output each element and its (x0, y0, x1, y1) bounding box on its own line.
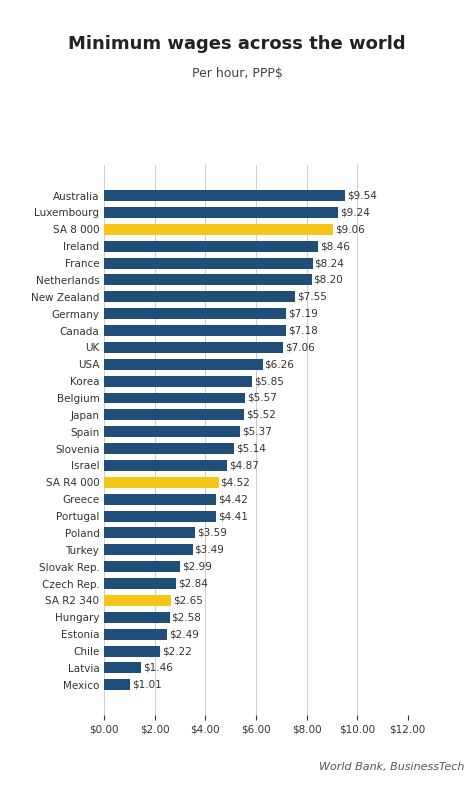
Bar (104, 561, 180, 572)
Bar (104, 663, 141, 674)
Bar (104, 410, 244, 421)
Text: $5.85: $5.85 (254, 376, 284, 386)
Text: $2.99: $2.99 (182, 562, 212, 571)
Text: Per hour, PPP$: Per hour, PPP$ (191, 67, 283, 80)
Text: Minimum wages across the world: Minimum wages across the world (68, 35, 406, 53)
Text: $2.65: $2.65 (173, 596, 203, 605)
Bar (104, 190, 346, 201)
Text: $7.19: $7.19 (288, 309, 318, 318)
Bar (104, 477, 219, 488)
Text: $8.24: $8.24 (315, 258, 345, 268)
Bar (104, 325, 286, 336)
Bar (104, 460, 228, 471)
Text: $5.14: $5.14 (236, 443, 266, 454)
Bar (104, 527, 195, 538)
Bar (104, 224, 333, 235)
Text: $6.26: $6.26 (264, 359, 294, 369)
Bar (104, 392, 245, 403)
Bar (104, 679, 130, 690)
Text: $3.59: $3.59 (197, 528, 227, 538)
Bar (104, 629, 167, 640)
Text: $1.46: $1.46 (143, 663, 173, 673)
Bar (104, 612, 170, 623)
Text: $5.37: $5.37 (242, 427, 272, 437)
Bar (104, 274, 311, 285)
Text: $2.84: $2.84 (178, 578, 208, 589)
Text: $2.49: $2.49 (169, 629, 199, 639)
Text: $5.52: $5.52 (246, 410, 276, 420)
Bar (104, 258, 312, 269)
Bar (104, 494, 216, 505)
Text: $7.55: $7.55 (297, 292, 327, 302)
Bar (104, 308, 286, 319)
Text: $1.01: $1.01 (132, 680, 162, 690)
Bar (104, 376, 252, 387)
Bar (104, 207, 338, 218)
Text: $9.24: $9.24 (340, 208, 370, 218)
Bar (104, 578, 176, 589)
Bar (104, 645, 160, 656)
Bar (104, 292, 295, 303)
Bar (104, 443, 234, 454)
Bar (104, 595, 171, 606)
Text: World Bank, BusinessTech: World Bank, BusinessTech (319, 762, 465, 772)
Bar (104, 545, 192, 555)
Text: $4.87: $4.87 (229, 461, 259, 471)
Text: $9.06: $9.06 (335, 224, 365, 234)
Text: $9.54: $9.54 (347, 190, 377, 200)
Bar (104, 241, 318, 252)
Text: $2.58: $2.58 (172, 612, 201, 623)
Text: $4.42: $4.42 (218, 494, 248, 504)
Bar (104, 426, 240, 437)
Text: $5.57: $5.57 (247, 393, 277, 403)
Text: $7.18: $7.18 (288, 325, 318, 336)
Text: $8.20: $8.20 (314, 275, 343, 285)
Text: $4.52: $4.52 (220, 477, 250, 487)
Text: $4.41: $4.41 (218, 511, 247, 521)
Text: $8.46: $8.46 (320, 241, 350, 252)
Text: $7.06: $7.06 (285, 343, 315, 352)
Text: $2.22: $2.22 (163, 646, 192, 656)
Bar (104, 511, 216, 522)
Bar (104, 358, 263, 369)
Text: $3.49: $3.49 (194, 545, 224, 555)
Bar (104, 342, 283, 353)
